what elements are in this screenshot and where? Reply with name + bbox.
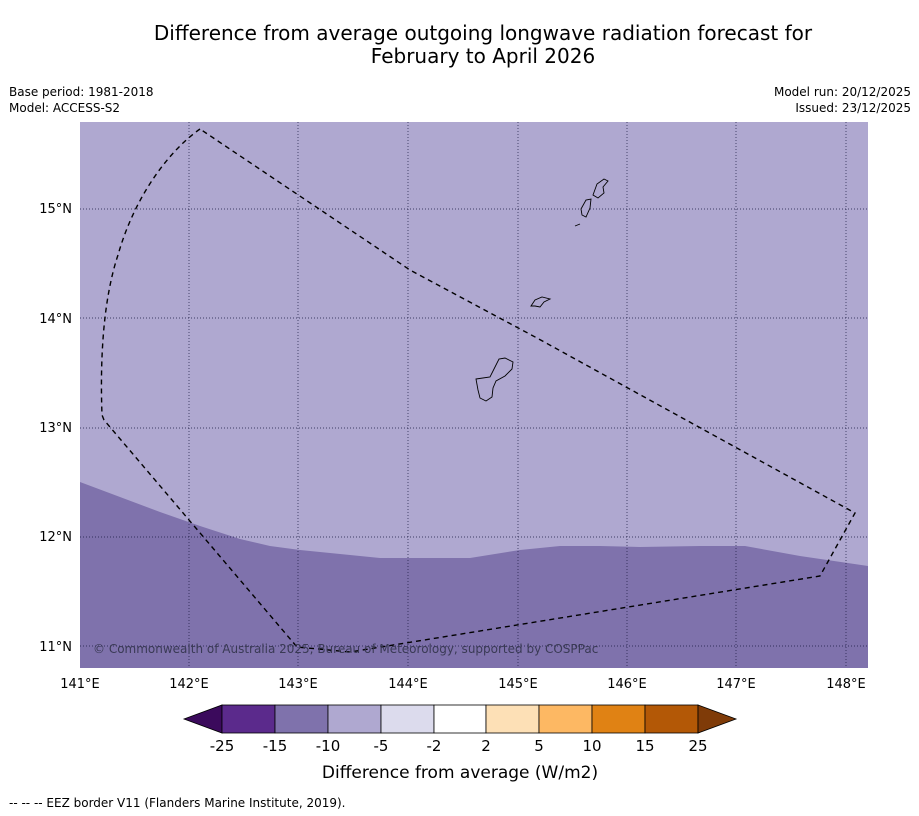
colorbar-tick-25: 25 bbox=[688, 737, 707, 755]
lon-label-143: 143°E bbox=[278, 677, 318, 692]
tinian-island bbox=[580, 198, 592, 218]
colorbar-tick-2: 2 bbox=[481, 737, 491, 755]
issued-date: Issued: 23/12/2025 bbox=[795, 101, 911, 115]
lon-label-141: 141°E bbox=[60, 677, 100, 692]
colorbar-tick-15: 15 bbox=[635, 737, 654, 755]
lat-label-15: 15°N bbox=[39, 202, 72, 217]
title-line-1: Difference from average outgoing longwav… bbox=[153, 21, 813, 45]
model-name: Model: ACCESS-S2 bbox=[9, 101, 121, 115]
colorbar-extend-low bbox=[182, 704, 223, 734]
guam-island bbox=[475, 357, 514, 402]
rota-island bbox=[530, 296, 552, 308]
colorbar-bin-minus5-minus2 bbox=[380, 704, 435, 734]
colorbar-extend-high bbox=[697, 704, 738, 734]
colorbar-tick-10: 10 bbox=[582, 737, 601, 755]
copyright-notice: © Commonwealth of Australia 2025, Bureau… bbox=[93, 642, 598, 656]
lon-label-147: 147°E bbox=[716, 677, 756, 692]
colorbar-label: Difference from average (W/m2) bbox=[322, 763, 598, 783]
meta-left: Base period: 1981-2018 Model: ACCESS-S2 bbox=[9, 84, 154, 116]
eez-footnote: -- -- -- EEZ border V11 (Flanders Marine… bbox=[9, 796, 346, 810]
colorbar-bin-2-5 bbox=[485, 704, 540, 734]
lon-label-142: 142°E bbox=[169, 677, 209, 692]
colorbar-bin-10-15 bbox=[591, 704, 646, 734]
lat-label-13: 13°N bbox=[39, 421, 72, 436]
colorbar bbox=[182, 704, 738, 734]
colorbar-bin-15-25 bbox=[644, 704, 699, 734]
colorbar-bin-minus2-2 bbox=[433, 704, 487, 734]
lon-label-148: 148°E bbox=[826, 677, 866, 692]
aguijan-island bbox=[574, 223, 581, 227]
base-period: Base period: 1981-2018 bbox=[9, 85, 154, 99]
region-minus15-to-minus10 bbox=[80, 482, 868, 668]
colorbar-tick-minus10: -10 bbox=[316, 737, 341, 755]
lon-label-146: 146°E bbox=[607, 677, 647, 692]
colorbar-bin-minus10-minus5 bbox=[327, 704, 382, 734]
lon-label-144: 144°E bbox=[388, 677, 428, 692]
colorbar-bin-minus25-minus15 bbox=[221, 704, 276, 734]
colorbar-tick-5: 5 bbox=[534, 737, 544, 755]
map-title: Difference from average outgoing longwav… bbox=[0, 22, 919, 68]
lat-label-14: 14°N bbox=[39, 312, 72, 327]
colorbar-tick-minus2: -2 bbox=[427, 737, 442, 755]
meta-right: Model run: 20/12/2025 Issued: 23/12/2025 bbox=[774, 84, 911, 116]
model-run: Model run: 20/12/2025 bbox=[773, 85, 911, 99]
lon-label-145: 145°E bbox=[498, 677, 538, 692]
lat-label-11: 11°N bbox=[39, 640, 72, 655]
saipan-island bbox=[592, 178, 609, 199]
colorbar-bin-5-10 bbox=[538, 704, 593, 734]
colorbar-bin-minus15-minus10 bbox=[274, 704, 329, 734]
colorbar-tick-minus15: -15 bbox=[263, 737, 288, 755]
title-line-2: February to April 2026 bbox=[370, 44, 596, 68]
colorbar-tick-minus25: -25 bbox=[210, 737, 235, 755]
colorbar-tick-minus5: -5 bbox=[374, 737, 389, 755]
lat-label-12: 12°N bbox=[39, 530, 72, 545]
